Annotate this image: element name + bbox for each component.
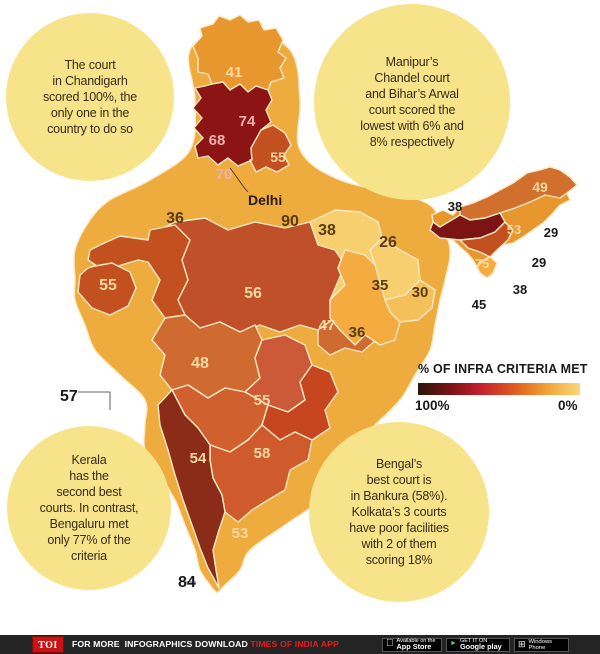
svg-text:53: 53 xyxy=(232,525,249,542)
svg-text:49: 49 xyxy=(532,179,548,195)
svg-text:38: 38 xyxy=(513,282,527,297)
svg-text:55: 55 xyxy=(254,392,271,409)
svg-text:53: 53 xyxy=(507,222,521,237)
svg-text:74: 74 xyxy=(239,113,256,130)
svg-text:48: 48 xyxy=(191,355,209,372)
svg-text:29: 29 xyxy=(532,255,546,270)
svg-text:36: 36 xyxy=(349,324,366,341)
svg-text:41: 41 xyxy=(226,64,243,81)
svg-text:55: 55 xyxy=(270,149,286,165)
svg-text:56: 56 xyxy=(244,285,262,302)
svg-text:35: 35 xyxy=(372,277,389,294)
svg-text:70: 70 xyxy=(216,166,233,183)
svg-text:26: 26 xyxy=(379,234,397,251)
svg-text:90: 90 xyxy=(281,213,299,230)
svg-text:45: 45 xyxy=(472,297,486,312)
svg-text:55: 55 xyxy=(99,277,117,294)
svg-text:29: 29 xyxy=(544,225,558,240)
svg-text:38: 38 xyxy=(448,199,462,214)
svg-text:38: 38 xyxy=(318,222,336,239)
svg-text:58: 58 xyxy=(254,445,271,462)
svg-text:68: 68 xyxy=(209,132,226,149)
svg-text:47: 47 xyxy=(319,317,336,334)
svg-text:54: 54 xyxy=(190,450,207,467)
svg-text:75: 75 xyxy=(475,256,489,271)
svg-text:30: 30 xyxy=(412,284,429,301)
svg-text:36: 36 xyxy=(166,210,184,227)
